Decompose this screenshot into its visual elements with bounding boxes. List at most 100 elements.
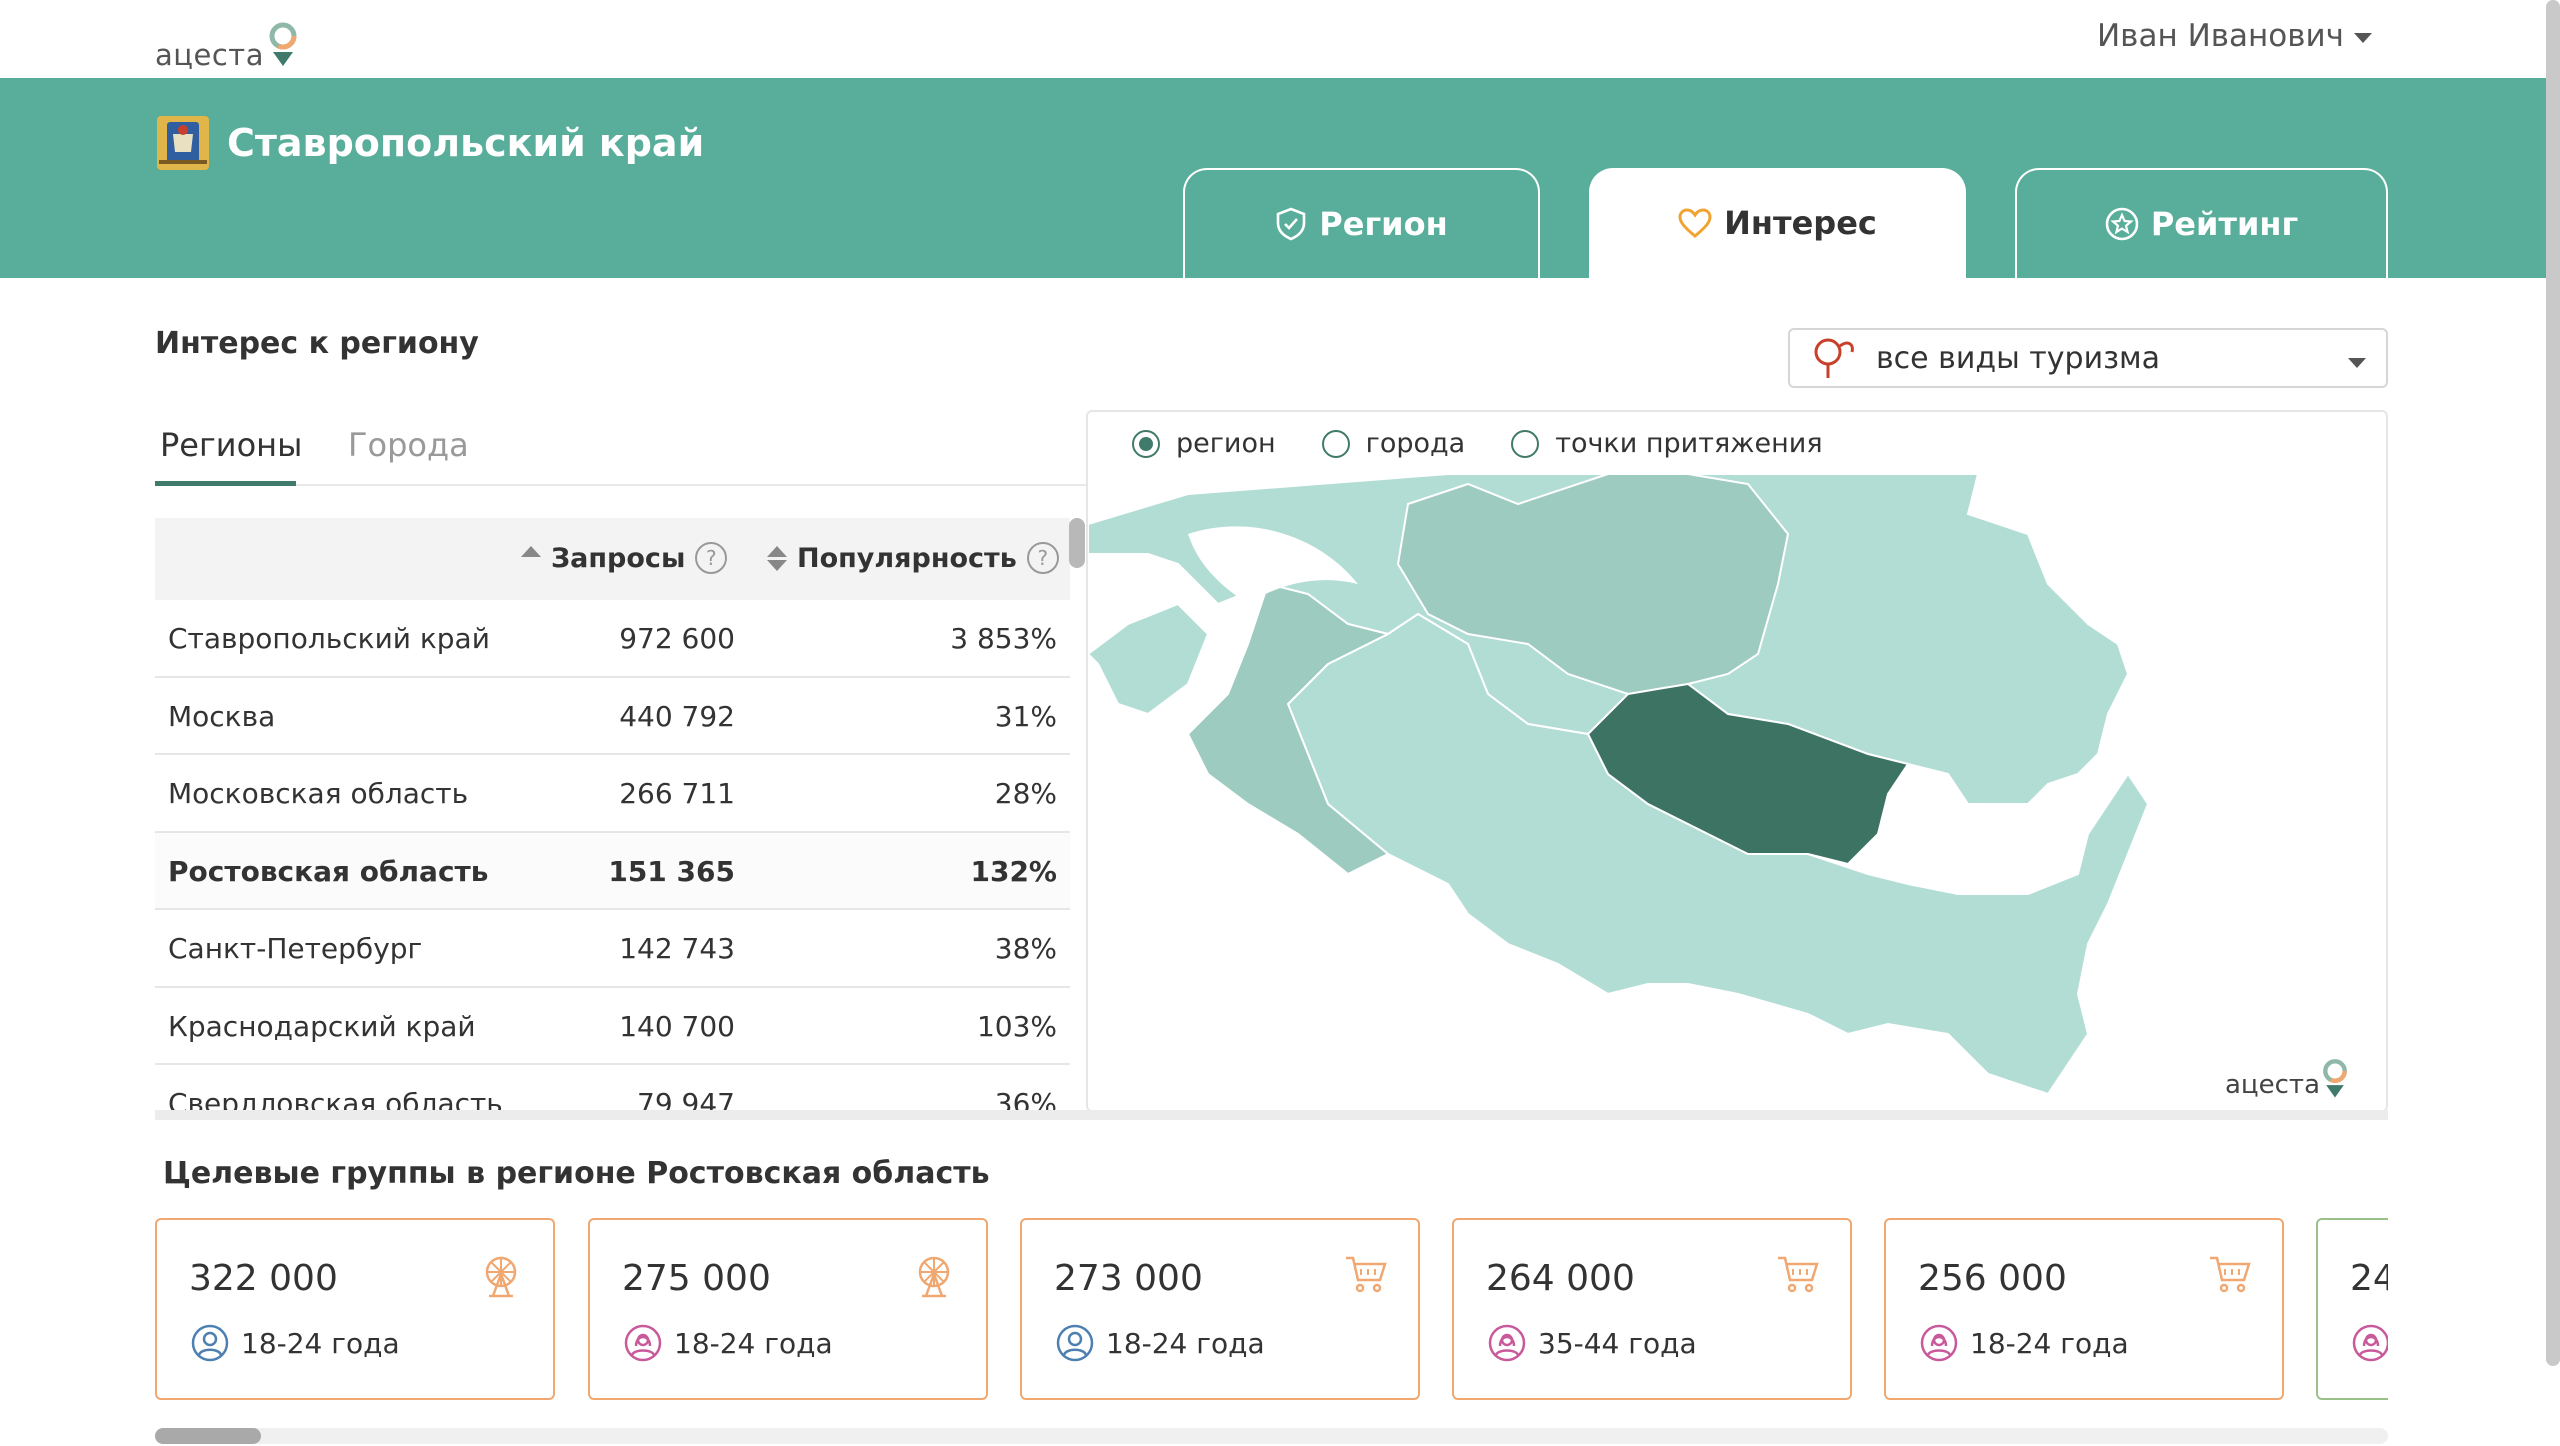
group-age-label: 18-24 года (241, 1326, 400, 1360)
table-header: Запросы ? Популярность ? (155, 518, 1070, 600)
target-group-card[interactable]: 264 000 35-44 года (1452, 1218, 1852, 1400)
popularity-cell: 28% (994, 777, 1057, 810)
group-size: 275 000 (622, 1258, 771, 1299)
map-watermark-logo: ацеста (2225, 1058, 2350, 1100)
ferris-wheel-icon (485, 1256, 517, 1298)
region-header-band: Ставропольский край Регион Интерес Рейти… (0, 78, 2548, 278)
ferris-wheel-icon (918, 1256, 950, 1298)
table-row[interactable]: Ставропольский край 972 600 3 853% (155, 600, 1070, 678)
subtabs: Регионы Города (155, 418, 1087, 486)
shield-check-icon (1276, 207, 1306, 241)
tab-rating-label: Рейтинг (2150, 205, 2299, 243)
region-title: Ставропольский край (155, 112, 704, 174)
female-avatar-icon (2352, 1324, 2388, 1362)
popularity-cell: 132% (970, 854, 1057, 888)
help-icon[interactable]: ? (1026, 542, 1059, 574)
subtab-regions[interactable]: Регионы (160, 426, 303, 464)
tab-rating[interactable]: Рейтинг (2015, 168, 2388, 278)
target-group-card[interactable]: 256 000 18-24 года (1884, 1218, 2284, 1400)
radio-unchecked-icon (1321, 429, 1350, 458)
column-requests-label: Запросы (551, 542, 686, 574)
balloon-pin-icon (1814, 338, 1854, 378)
group-age-label: 18-24 года (1106, 1326, 1265, 1360)
help-icon[interactable]: ? (695, 542, 728, 574)
tourism-type-select[interactable]: все виды туризма (1788, 328, 2388, 388)
logo[interactable]: ацеста (155, 22, 300, 72)
cart-icon (1778, 1256, 1819, 1293)
logo-pin-icon (2323, 1059, 2347, 1098)
sort-asc-icon (521, 545, 541, 557)
regions-map[interactable] (1088, 474, 2388, 1112)
requests-cell: 151 365 (608, 854, 735, 888)
tab-interest[interactable]: Интерес (1589, 168, 1966, 278)
group-size: 24 (2350, 1258, 2388, 1299)
target-group-card[interactable]: 273 000 18-24 года (1020, 1218, 1420, 1400)
requests-cell: 972 600 (619, 622, 735, 655)
top-bar: ацеста Иван Иванович (0, 0, 2548, 78)
group-age: 35-44 года (1488, 1324, 1697, 1362)
group-age-label: 18-24 года (674, 1326, 833, 1360)
chevron-down-icon (2354, 33, 2372, 43)
sort-icon (767, 545, 787, 571)
tab-region[interactable]: Регион (1183, 168, 1540, 278)
map-panel: регион города точки притяжения ацеста (1086, 410, 2388, 1112)
user-name: Иван Иванович (2096, 18, 2344, 54)
coat-of-arms-icon (157, 116, 209, 170)
map-mode-radios: регион города точки притяжения (1132, 428, 1823, 459)
carousel-scrollbar[interactable] (155, 1428, 2388, 1444)
radio-cities-label: города (1365, 428, 1466, 459)
map-logo-text: ацеста (2225, 1070, 2320, 1100)
user-menu[interactable]: Иван Иванович (2097, 18, 2372, 54)
table-row-selected[interactable]: Ростовская область 151 365 132% (155, 832, 1070, 910)
region-name-cell: Краснодарский край (168, 1009, 476, 1043)
table-row[interactable]: Краснодарский край 140 700 103% (155, 988, 1070, 1065)
target-group-card[interactable]: 322 000 18-24 года (155, 1218, 555, 1400)
popularity-cell: 3 853% (950, 622, 1057, 655)
radio-checked-icon (1132, 429, 1160, 458)
region-name-cell: Ставропольский край (168, 622, 490, 655)
map-region-highlighted (1586, 682, 1910, 866)
radio-cities[interactable]: города (1321, 428, 1466, 459)
table-row[interactable]: Москва 440 792 31% (155, 678, 1070, 755)
logo-pin-icon (269, 22, 297, 66)
column-popularity[interactable]: Популярность ? (767, 542, 1059, 574)
target-group-card[interactable]: 275 000 18-24 года (588, 1218, 988, 1400)
group-age: 18-24 года (1056, 1324, 1265, 1362)
radio-attractions[interactable]: точки притяжения (1511, 428, 1823, 459)
column-requests[interactable]: Запросы ? (521, 542, 728, 574)
content-divider (155, 1110, 2388, 1120)
group-size: 322 000 (189, 1258, 338, 1299)
region-name-cell: Москва (168, 699, 276, 733)
page-scrollbar[interactable] (2546, 0, 2560, 1366)
radio-region[interactable]: регион (1132, 428, 1276, 459)
male-avatar-icon (191, 1324, 229, 1362)
target-groups-title: Целевые группы в регионе Ростовская обла… (163, 1156, 990, 1191)
popularity-cell: 36% (994, 1087, 1057, 1112)
requests-cell: 440 792 (619, 699, 735, 733)
popularity-cell: 103% (976, 1009, 1057, 1043)
group-age-label: 18-24 года (1970, 1326, 2129, 1360)
map-water (1188, 526, 1358, 604)
radio-attractions-label: точки притяжения (1555, 428, 1823, 459)
map-region (1186, 582, 1391, 876)
requests-cell: 140 700 (619, 1009, 735, 1043)
table-scrollbar[interactable] (1069, 518, 1085, 568)
requests-cell: 266 711 (619, 777, 735, 810)
group-size: 264 000 (1486, 1258, 1635, 1299)
female-avatar-icon (1920, 1324, 1958, 1362)
group-size: 273 000 (1054, 1258, 1203, 1299)
table-row[interactable]: Свердловская область 79 947 36% (155, 1065, 1070, 1112)
requests-cell: 79 947 (637, 1087, 735, 1112)
group-age: 18-24 года (191, 1324, 400, 1362)
group-age: 18-24 года (1920, 1324, 2129, 1362)
active-subtab-indicator (155, 481, 296, 486)
subtab-cities[interactable]: Города (348, 426, 469, 464)
carousel-scrollbar-thumb[interactable] (155, 1428, 261, 1444)
table-row[interactable]: Санкт-Петербург 142 743 38% (155, 910, 1070, 988)
table-row[interactable]: Московская область 266 711 28% (155, 755, 1070, 833)
female-avatar-icon (624, 1324, 662, 1362)
region-name: Ставропольский край (227, 121, 705, 165)
target-group-card[interactable]: 24 (2316, 1218, 2388, 1400)
map-region (1396, 474, 1790, 696)
region-name-cell: Ростовская область (168, 854, 489, 888)
